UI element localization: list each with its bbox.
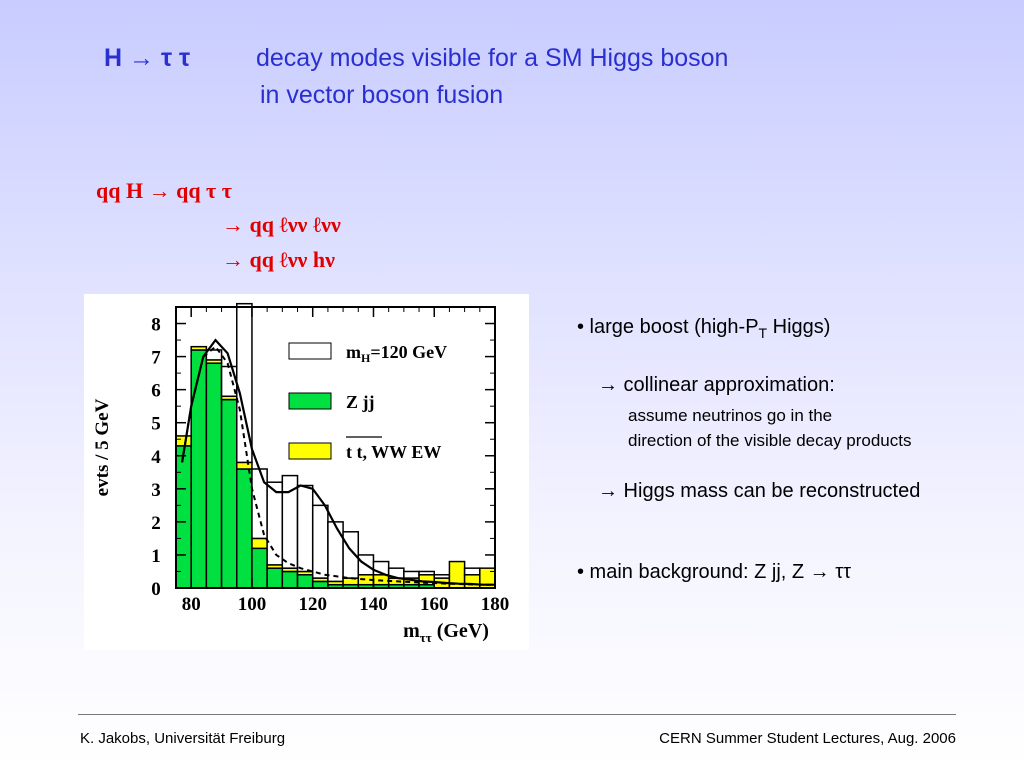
- bar-t-t-ww-ew-4: [236, 461, 253, 470]
- bar-mh-120-gev-5: [251, 468, 268, 540]
- y-tick-label-5: 5: [151, 414, 161, 435]
- legend-swatch-0: [288, 342, 332, 360]
- bar-mh-120-gev-8: [296, 484, 314, 573]
- bar-z-jj-5: [251, 547, 268, 589]
- x-tick-label-80: 80: [182, 594, 201, 615]
- curve-background: [181, 345, 495, 586]
- bullet-background: • main background: Z jj, Z → ττ: [577, 561, 852, 583]
- y-tick-label-2: 2: [151, 513, 161, 534]
- bullet-collinear: → collinear approximation:: [598, 374, 835, 396]
- decay-chain-line2: → qq ℓνν ℓνν: [222, 212, 341, 237]
- x-tick-label-140: 140: [359, 594, 388, 615]
- title-line1: decay modes visible for a SM Higgs boson: [256, 44, 729, 72]
- y-tick-label-3: 3: [151, 480, 161, 501]
- x-tick-label-100: 100: [238, 594, 267, 615]
- decay-chain-line3: → qq ℓνν hν: [222, 247, 335, 272]
- title-line2: in vector boson fusion: [260, 81, 504, 109]
- y-tick-label-8: 8: [151, 315, 161, 336]
- bar-z-jj-0: [175, 445, 192, 589]
- y-axis-label: evts / 5 GeV: [92, 398, 113, 496]
- y-tick-label-4: 4: [151, 447, 161, 468]
- bar-z-jj-1: [190, 349, 208, 589]
- legend-swatch-1: [288, 392, 332, 410]
- bar-t-t-ww-ew-19: [463, 574, 481, 589]
- y-tick-label-1: 1: [151, 546, 161, 567]
- bar-t-t-ww-ew-0: [175, 435, 192, 447]
- bar-mh-120-gev-19: [463, 567, 481, 576]
- x-tick-label-120: 120: [298, 594, 327, 615]
- y-tick-label-0: 0: [151, 579, 161, 600]
- x-tick-label-160: 160: [420, 594, 449, 615]
- bar-z-jj-7: [281, 570, 299, 589]
- footer-rule: [78, 714, 956, 715]
- legend-label-2: t t, WW EW: [346, 442, 441, 462]
- footer-right: CERN Summer Student Lectures, Aug. 2006: [659, 730, 956, 747]
- bar-z-jj-4: [236, 468, 253, 589]
- bar-mh-120-gev-6: [266, 481, 284, 566]
- bar-z-jj-3: [220, 398, 238, 589]
- bar-mh-120-gev-15: [403, 570, 420, 579]
- axis-ticks: 0 1 2 3 4 5 6 7 8 80 100 120 140 160 180: [151, 307, 509, 615]
- x-axis-label: mττ (GeV): [403, 620, 489, 645]
- bullet-collinear-detail1: assume neutrinos go in the: [628, 406, 833, 425]
- y-tick-label-7: 7: [151, 348, 161, 369]
- bar-mh-120-gev-10: [327, 521, 344, 583]
- fit-curves: [181, 338, 495, 586]
- decay-chain-line1: qq H → qq τ τ: [96, 178, 232, 203]
- bar-mh-120-gev-17: [433, 574, 451, 579]
- legend-label-0: mH=120 GeV: [346, 342, 447, 365]
- mass-histogram-chart: 0 1 2 3 4 5 6 7 8 80 100 120 140 160 180 mH=120 GeV Z j…: [92, 302, 509, 645]
- bar-mh-120-gev-9: [311, 504, 329, 579]
- bar-z-jj-8: [296, 574, 314, 589]
- legend: mH=120 GeV Z jj t t, WW EW: [288, 342, 447, 462]
- bullet-boost: • large boost (high-PT Higgs): [577, 316, 831, 341]
- legend-swatch-2: [288, 442, 332, 460]
- title-process: H → τ τ: [104, 44, 191, 72]
- bullet-collinear-detail2: direction of the visible decay products: [628, 431, 912, 450]
- plot-frame: [175, 306, 496, 589]
- bar-z-jj-6: [266, 567, 284, 589]
- plot-panel: 0 1 2 3 4 5 6 7 8 80 100 120 140 160 180 mH=120 GeV Z j…: [84, 294, 529, 650]
- bar-t-t-ww-ew-1: [190, 345, 208, 351]
- footer-left: K. Jakobs, Universität Freiburg: [80, 730, 286, 747]
- bar-z-jj-2: [205, 362, 223, 589]
- bullet-mass-reco: → Higgs mass can be reconstructed: [598, 480, 921, 502]
- bar-mh-120-gev-16: [418, 570, 435, 576]
- x-tick-label-180: 180: [481, 594, 510, 615]
- bar-t-t-ww-ew-5: [251, 537, 268, 550]
- y-tick-label-6: 6: [151, 381, 161, 402]
- legend-label-1: Z jj: [346, 392, 375, 412]
- histogram-bars: [175, 302, 496, 589]
